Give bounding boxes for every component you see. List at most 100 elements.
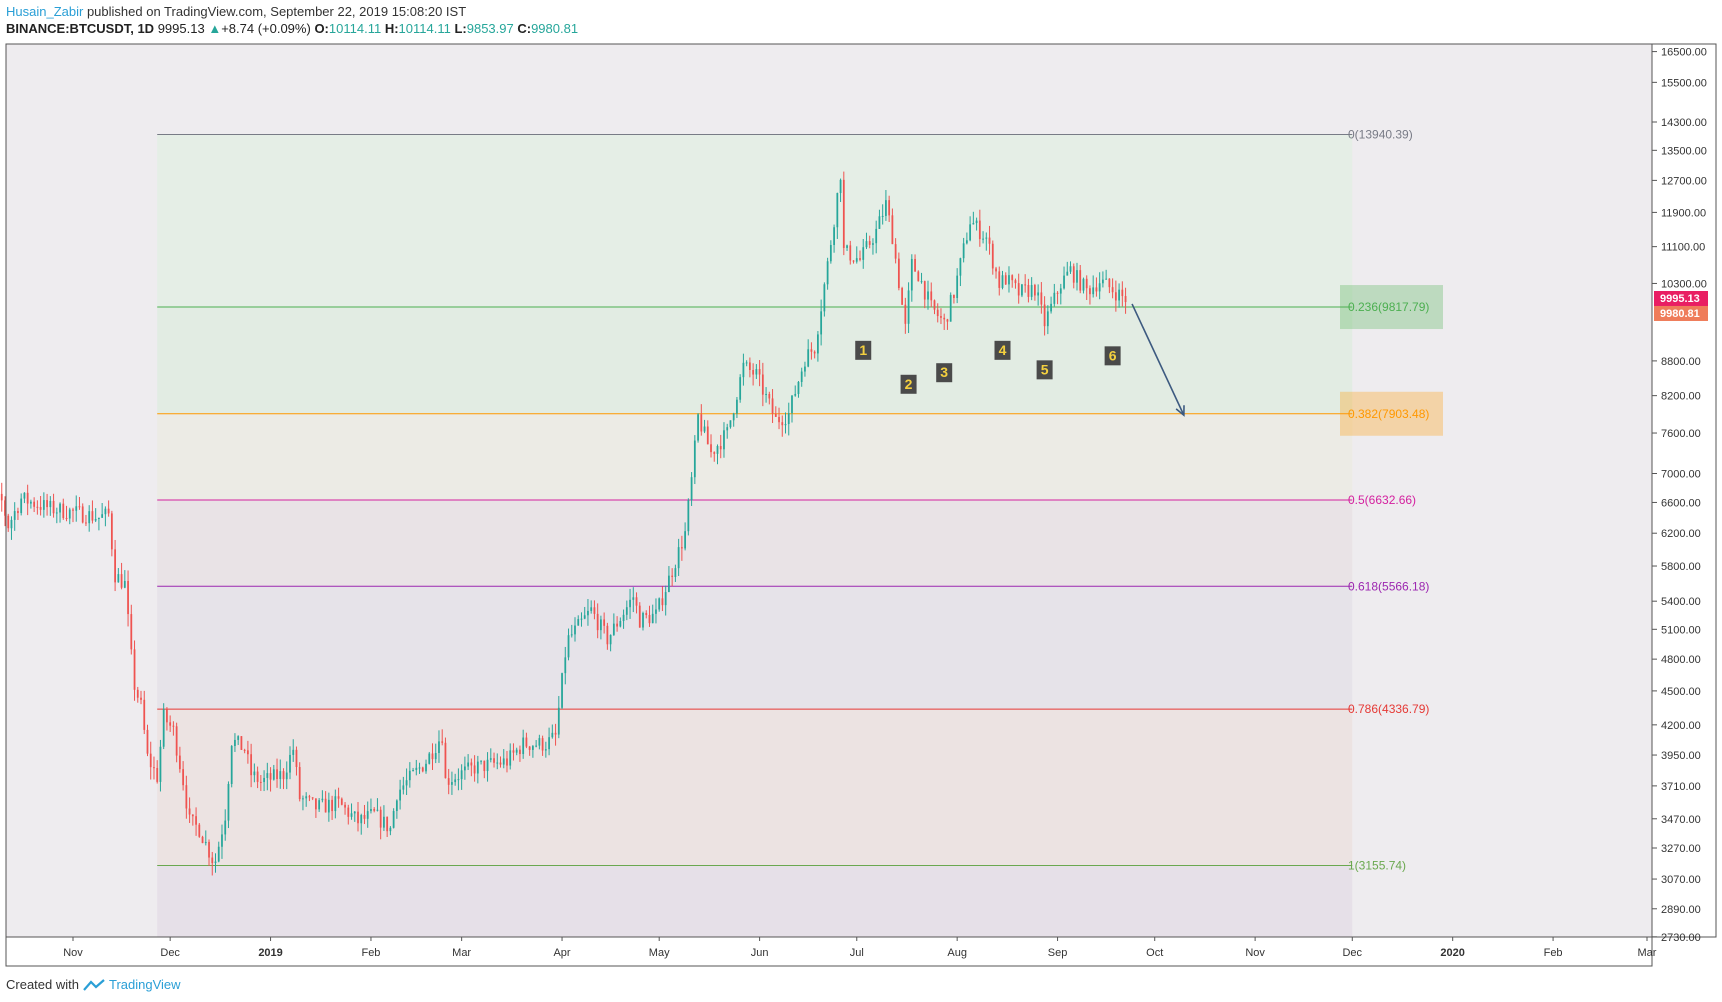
candle-body (982, 238, 984, 240)
candle-body (68, 509, 71, 519)
high-label: H: (384, 21, 399, 36)
candle-body (211, 857, 214, 864)
candle-body (42, 500, 45, 510)
candle-body (191, 814, 194, 817)
fib-level-label: 0.382(7903.48) (1348, 407, 1429, 421)
candle-body (499, 762, 502, 765)
candle-body (1056, 292, 1059, 294)
candle-body (580, 618, 583, 620)
candle-body (123, 580, 126, 588)
price-tick-label: 3950.00 (1661, 750, 1701, 762)
fib-level-label: 0.5(6632.66) (1348, 493, 1416, 507)
candle-body (564, 657, 567, 674)
candle-body (655, 609, 657, 614)
candle-body (1017, 283, 1020, 296)
candle-body (20, 498, 23, 514)
candle-body (153, 767, 155, 769)
candle-body (412, 770, 414, 772)
candle-body (859, 258, 861, 260)
candle-body (308, 796, 311, 798)
author-link[interactable]: Husain_Zabir (6, 4, 84, 19)
candle-body (684, 531, 687, 549)
candle-body (519, 749, 521, 755)
candle-body (817, 334, 819, 354)
candle-body (263, 777, 265, 783)
candle-body (13, 511, 16, 520)
candle-body (337, 796, 340, 799)
price-tick-label: 3270.00 (1661, 843, 1701, 855)
candle-body (302, 798, 304, 800)
candle-body (914, 258, 916, 272)
candle-body (1014, 280, 1017, 284)
candle-body (752, 369, 755, 375)
candle-body (506, 758, 508, 766)
candle-body (473, 765, 476, 774)
candle-body (370, 808, 372, 812)
candle-body (454, 779, 457, 783)
candle-body (577, 619, 580, 626)
fib-level-label: 0.618(5566.18) (1348, 579, 1429, 593)
candle-body (201, 836, 204, 844)
candle-body (697, 414, 699, 441)
candle-body (781, 422, 784, 426)
candle-body (729, 420, 732, 428)
candle-body (195, 816, 197, 825)
candle-body (535, 745, 538, 747)
time-tick-label: Dec (1342, 947, 1362, 959)
symbol-label: BINANCE:BTCUSDT, 1D (6, 21, 155, 36)
candle-body (787, 413, 790, 425)
candle-body (172, 725, 175, 727)
candle-body (1082, 278, 1085, 291)
candle-body (1121, 289, 1124, 297)
candle-body (965, 240, 968, 244)
candle-body (668, 575, 670, 593)
candle-body (421, 767, 424, 772)
candle-body (1030, 285, 1033, 297)
candle-body (1040, 292, 1043, 305)
candle-body (693, 440, 696, 478)
wave-marker-label: 4 (999, 342, 1007, 358)
price-tick-label: 4200.00 (1661, 720, 1701, 732)
candle-body (651, 613, 654, 624)
candle-body (214, 861, 217, 864)
candle-body (778, 416, 780, 423)
candle-body (55, 512, 58, 514)
candle-body (269, 773, 272, 780)
fib-zone (157, 307, 1353, 414)
candle-body (52, 500, 55, 514)
wave-marker: 4 (994, 340, 1011, 360)
candle-body (447, 778, 450, 785)
candle-body (791, 395, 793, 414)
candle-body (0, 493, 3, 501)
candle-body (340, 798, 343, 805)
candle-body (386, 816, 389, 832)
price-tag-label: 9995.13 (1660, 293, 1700, 305)
candle-body (392, 811, 395, 828)
candle-body (259, 781, 262, 783)
fib-level-label: 0.236(9817.79) (1348, 300, 1429, 314)
candle-body (418, 767, 421, 769)
last-price: 9995.13 (157, 21, 205, 36)
candle-body (700, 414, 703, 432)
candle-body (175, 726, 178, 756)
candle-body (538, 738, 541, 746)
candle-body (405, 780, 408, 786)
price-tick-label: 3470.00 (1661, 814, 1701, 826)
candle-body (88, 511, 91, 524)
candle-body (315, 798, 317, 810)
candle-body (855, 258, 858, 262)
candle-body (600, 619, 602, 631)
candle-body (114, 549, 116, 583)
tradingview-link[interactable]: TradingView (108, 977, 181, 992)
price-tick-label: 16500.00 (1661, 47, 1707, 59)
candle-body (101, 514, 104, 518)
candle-body (716, 446, 719, 454)
candle-body (366, 811, 369, 819)
time-tick-label: Nov (63, 947, 83, 959)
candle-body (217, 846, 220, 862)
candle-body (1059, 288, 1062, 294)
candle-body (616, 623, 618, 627)
fib-zone (157, 413, 1353, 501)
candle-body (298, 767, 301, 800)
